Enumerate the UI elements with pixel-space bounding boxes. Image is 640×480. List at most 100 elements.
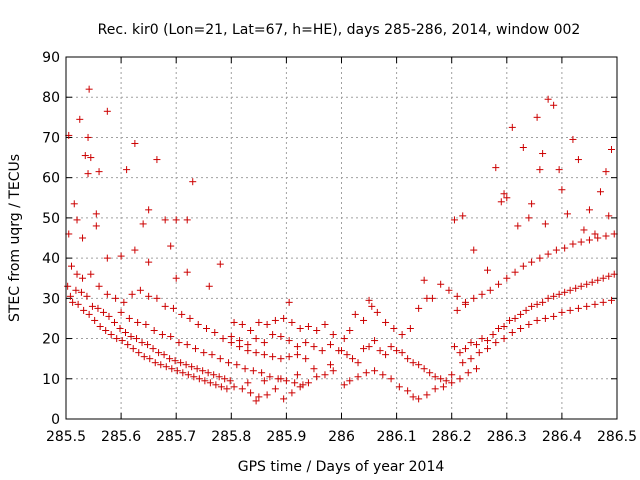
data-point <box>346 327 354 335</box>
data-point <box>226 377 234 385</box>
data-point <box>167 333 175 341</box>
data-point <box>131 139 139 147</box>
data-point <box>277 355 285 363</box>
data-point <box>302 355 310 363</box>
data-point <box>569 240 577 248</box>
data-point <box>184 371 192 379</box>
data-point <box>420 365 428 373</box>
data-point <box>376 347 384 355</box>
data-point <box>173 367 181 375</box>
data-point <box>247 327 255 335</box>
data-point <box>478 290 486 298</box>
data-point <box>343 351 351 359</box>
data-point <box>212 381 220 389</box>
data-point <box>558 308 566 316</box>
data-point <box>536 166 544 174</box>
data-point <box>135 349 143 357</box>
data-point <box>210 371 218 379</box>
data-point <box>168 365 176 373</box>
data-point <box>577 238 585 246</box>
data-point <box>191 345 199 353</box>
data-point <box>221 375 229 383</box>
x-tick-label: 286 <box>328 429 355 445</box>
x-tick-label: 285.6 <box>101 429 141 445</box>
data-point <box>129 345 137 353</box>
data-point <box>145 292 153 300</box>
data-point <box>244 379 252 387</box>
data-point <box>365 343 373 351</box>
x-tick-label: 286.2 <box>432 429 472 445</box>
data-point <box>594 234 602 242</box>
data-point <box>69 298 77 306</box>
data-point <box>544 250 552 258</box>
y-tick-label: 60 <box>42 171 60 187</box>
plot-frame <box>65 56 618 420</box>
data-point <box>293 343 301 351</box>
data-point <box>431 385 439 393</box>
data-point <box>127 333 135 341</box>
data-point <box>117 308 125 316</box>
data-point <box>73 270 81 278</box>
data-point <box>304 379 312 387</box>
data-point <box>393 347 401 355</box>
data-point <box>199 367 207 375</box>
data-point <box>445 286 453 294</box>
data-point <box>585 206 593 214</box>
data-point <box>103 107 111 115</box>
data-point <box>602 232 610 240</box>
data-point <box>539 150 547 158</box>
data-point <box>81 152 89 160</box>
data-point <box>103 254 111 262</box>
data-point <box>128 290 136 298</box>
data-point <box>310 365 318 373</box>
data-point <box>172 216 180 224</box>
data-point <box>398 349 406 357</box>
data-point <box>525 214 533 222</box>
data-point <box>105 312 113 320</box>
data-point <box>464 369 472 377</box>
data-point <box>456 349 464 357</box>
data-point <box>260 339 268 347</box>
data-point <box>517 310 525 318</box>
data-point <box>318 347 326 355</box>
data-point <box>186 314 194 322</box>
data-point <box>225 359 233 367</box>
data-point <box>484 337 492 345</box>
data-point <box>102 327 110 335</box>
data-point <box>258 369 266 377</box>
data-point <box>145 258 153 266</box>
data-point <box>338 347 345 355</box>
data-point <box>216 260 224 268</box>
data-point <box>162 363 170 371</box>
data-point <box>544 95 552 103</box>
data-point <box>280 395 288 403</box>
data-point <box>577 282 585 290</box>
y-tick-label: 0 <box>51 412 60 428</box>
data-point <box>437 375 445 383</box>
data-point <box>215 373 223 381</box>
data-point <box>404 355 412 363</box>
data-point <box>585 236 593 244</box>
y-axis-label: STEC from uqrg / TECUs <box>7 154 23 322</box>
x-tick-label: 285.7 <box>156 429 196 445</box>
data-point <box>280 314 288 322</box>
data-point <box>544 294 552 302</box>
data-point <box>252 349 260 357</box>
data-point <box>580 226 588 234</box>
data-point <box>223 385 231 393</box>
data-point <box>329 367 337 375</box>
data-point <box>354 373 362 381</box>
data-point <box>183 268 191 276</box>
data-point <box>373 308 381 316</box>
x-tick-label: 285.5 <box>46 429 86 445</box>
data-point <box>285 298 293 306</box>
data-point <box>470 294 478 302</box>
data-point <box>296 325 304 332</box>
data-point <box>550 312 558 320</box>
data-point <box>123 166 131 174</box>
data-point <box>236 337 244 345</box>
data-point <box>354 359 362 367</box>
data-point <box>492 164 500 172</box>
data-point <box>533 316 541 324</box>
data-point <box>190 373 198 381</box>
